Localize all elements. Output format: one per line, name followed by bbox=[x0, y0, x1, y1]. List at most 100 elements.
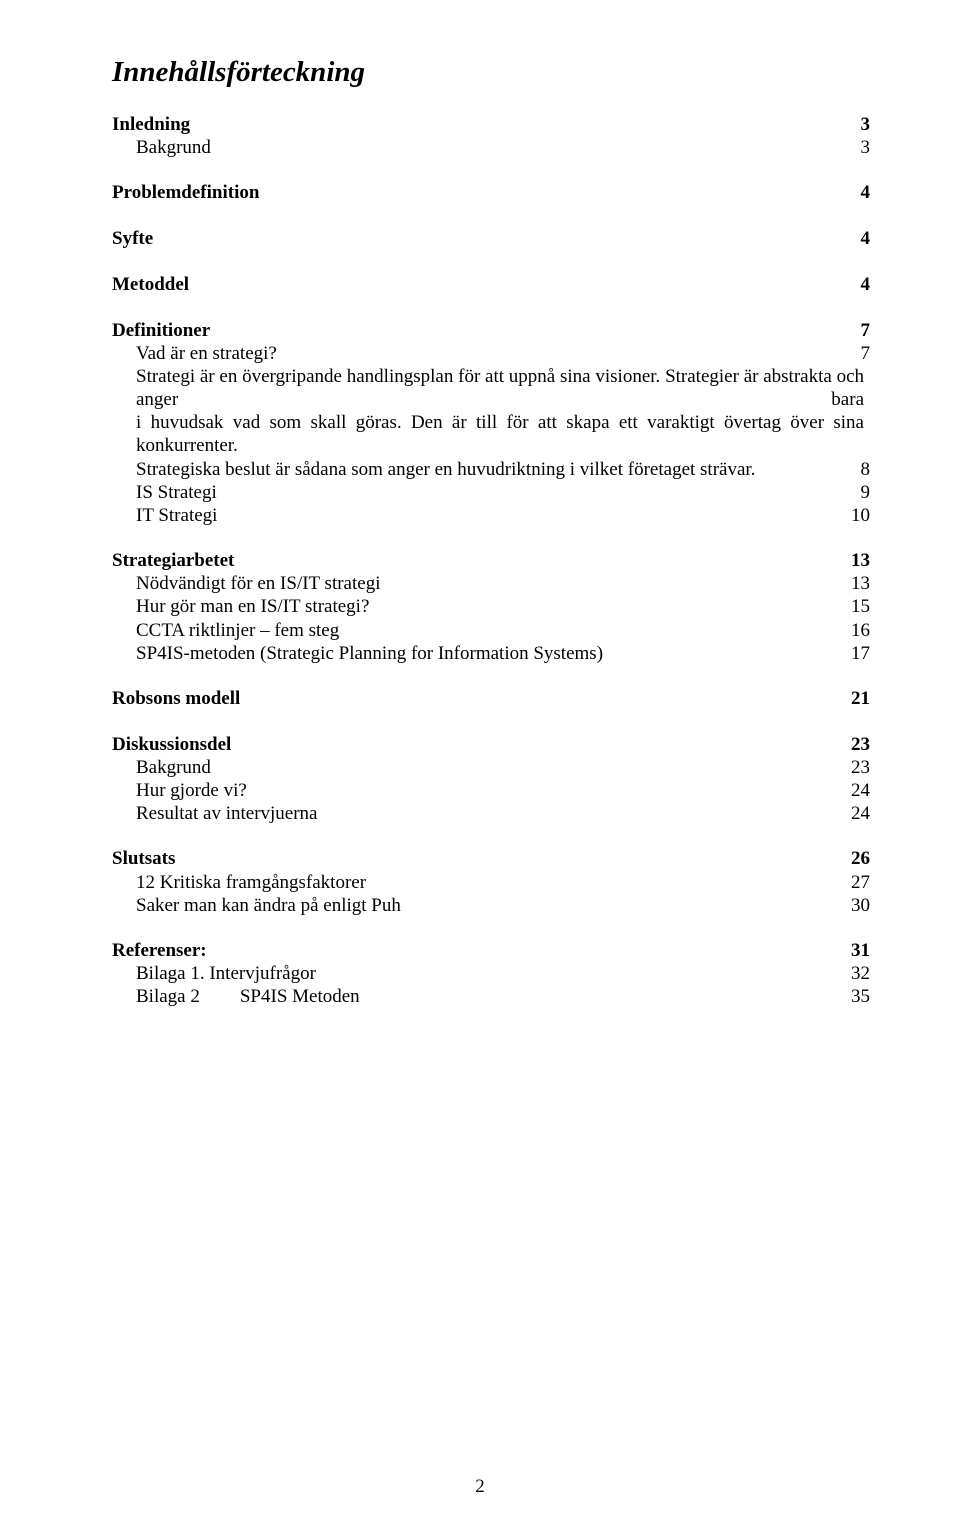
sub-label: Nödvändigt för en IS/IT strategi bbox=[136, 572, 839, 595]
sub-page: 23 bbox=[851, 756, 870, 779]
sub-label: Saker man kan ändra på enligt Puh bbox=[136, 894, 839, 917]
toc-sub-row: SP4IS-metoden (Strategic Planning for In… bbox=[112, 642, 870, 665]
sub-label: Vad är en strategi? bbox=[136, 342, 849, 365]
heading-page: 4 bbox=[861, 273, 871, 297]
section-robsons: Robsons modell 21 bbox=[112, 687, 870, 711]
toc-sub-row: Bilaga 1. Intervjufrågor 32 bbox=[112, 962, 870, 985]
toc-heading-row: Slutsats 26 bbox=[112, 847, 870, 870]
toc-title: Innehållsförteckning bbox=[112, 56, 870, 89]
section-definitioner: Definitioner 7 Vad är en strategi? 7 Str… bbox=[112, 319, 870, 528]
sub-page: 24 bbox=[851, 779, 870, 802]
heading-page: 13 bbox=[851, 549, 870, 572]
heading-label: Problemdefinition bbox=[112, 181, 849, 205]
sub-page: 15 bbox=[851, 595, 870, 618]
prose-fragment: i huvudsak vad som skall göras. bbox=[136, 412, 402, 433]
heading-label: Metoddel bbox=[112, 273, 849, 297]
toc-heading-row: Syfte 4 bbox=[112, 227, 870, 251]
section-metoddel: Metoddel 4 bbox=[112, 273, 870, 297]
toc-sub-row: Hur gjorde vi? 24 bbox=[112, 779, 870, 802]
definition-prose: Strategi är en övergripande handlingspla… bbox=[112, 365, 870, 481]
sub-page: 9 bbox=[861, 481, 871, 504]
sub-page: 8 bbox=[861, 458, 871, 481]
prose-fragment: Strategi är en övergripande handlingspla… bbox=[136, 366, 660, 387]
sub-label: Hur gjorde vi? bbox=[136, 779, 839, 802]
toc-sub-row: Vad är en strategi? 7 bbox=[112, 342, 870, 365]
toc-heading-row: Referenser: 31 bbox=[112, 939, 870, 962]
heading-label: Definitioner bbox=[112, 319, 849, 342]
toc-sub-row: IT Strategi 10 bbox=[112, 504, 870, 527]
section-slutsats: Slutsats 26 12 Kritiska framgångsfaktore… bbox=[112, 847, 870, 917]
heading-page: 23 bbox=[851, 733, 870, 756]
heading-page: 7 bbox=[861, 319, 871, 342]
prose-text: Strategiska beslut är sådana som anger e… bbox=[136, 458, 861, 481]
toc-heading-row: Strategiarbetet 13 bbox=[112, 549, 870, 572]
sub-label: 12 Kritiska framgångsfaktorer bbox=[136, 871, 839, 894]
section-strategiarbetet: Strategiarbetet 13 Nödvändigt för en IS/… bbox=[112, 549, 870, 665]
bilaga-prefix: Bilaga 2 bbox=[136, 986, 200, 1007]
sub-label: Hur gör man en IS/IT strategi? bbox=[136, 595, 839, 618]
toc-sub-row: IS Strategi 9 bbox=[112, 481, 870, 504]
toc-sub-row: Bakgrund 23 bbox=[112, 756, 870, 779]
heading-page: 31 bbox=[851, 939, 870, 962]
heading-page: 4 bbox=[861, 181, 871, 205]
heading-page: 3 bbox=[861, 113, 871, 136]
sub-label: Bilaga 2 SP4IS Metoden bbox=[136, 985, 839, 1008]
sub-page: 16 bbox=[851, 619, 870, 642]
sub-label: IT Strategi bbox=[136, 504, 839, 527]
sub-label: IS Strategi bbox=[136, 481, 849, 504]
sub-label: Bakgrund bbox=[136, 756, 839, 779]
sub-label: CCTA riktlinjer – fem steg bbox=[136, 619, 839, 642]
sub-label: Resultat av intervjuerna bbox=[136, 802, 839, 825]
sub-page: 27 bbox=[851, 871, 870, 894]
toc-heading-row: Definitioner 7 bbox=[112, 319, 870, 342]
sub-page: 35 bbox=[851, 985, 870, 1008]
bilaga-title: SP4IS Metoden bbox=[240, 986, 360, 1007]
prose-text: Strategi är en övergripande handlingspla… bbox=[136, 365, 870, 411]
sub-page: 3 bbox=[861, 136, 871, 159]
section-diskussionsdel: Diskussionsdel 23 Bakgrund 23 Hur gjorde… bbox=[112, 733, 870, 826]
heading-page: 21 bbox=[851, 687, 870, 711]
toc-sub-row: CCTA riktlinjer – fem steg 16 bbox=[112, 619, 870, 642]
toc-sub-row: Saker man kan ändra på enligt Puh 30 bbox=[112, 894, 870, 917]
heading-label: Inledning bbox=[112, 113, 849, 136]
heading-label: Slutsats bbox=[112, 847, 839, 870]
sub-page: 24 bbox=[851, 802, 870, 825]
prose-line: Strategi är en övergripande handlingspla… bbox=[136, 365, 870, 411]
toc-heading-row: Metoddel 4 bbox=[112, 273, 870, 297]
heading-label: Diskussionsdel bbox=[112, 733, 839, 756]
toc-sub-row: Hur gör man en IS/IT strategi? 15 bbox=[112, 595, 870, 618]
toc-heading-row: Diskussionsdel 23 bbox=[112, 733, 870, 756]
page: Innehållsförteckning Inledning 3 Bakgrun… bbox=[0, 0, 960, 1534]
prose-line: Strategiska beslut är sådana som anger e… bbox=[136, 458, 870, 481]
toc-sub-row: Resultat av intervjuerna 24 bbox=[112, 802, 870, 825]
heading-label: Strategiarbetet bbox=[112, 549, 839, 572]
sub-page: 13 bbox=[851, 572, 870, 595]
toc-heading-row: Robsons modell 21 bbox=[112, 687, 870, 711]
sub-page: 30 bbox=[851, 894, 870, 917]
sub-page: 10 bbox=[851, 504, 870, 527]
section-inledning: Inledning 3 Bakgrund 3 bbox=[112, 113, 870, 159]
toc-heading-row: Problemdefinition 4 bbox=[112, 181, 870, 205]
sub-label: Bakgrund bbox=[136, 136, 849, 159]
heading-page: 4 bbox=[861, 227, 871, 251]
heading-label: Syfte bbox=[112, 227, 849, 251]
prose-line: i huvudsak vad som skall göras. Den är t… bbox=[136, 411, 870, 457]
section-referenser: Referenser: 31 Bilaga 1. Intervjufrågor … bbox=[112, 939, 870, 1009]
toc-sub-row: Nödvändigt för en IS/IT strategi 13 bbox=[112, 572, 870, 595]
toc-heading-row: Inledning 3 bbox=[112, 113, 870, 136]
sub-page: 32 bbox=[851, 962, 870, 985]
sub-page: 7 bbox=[861, 342, 871, 365]
sub-label: Bilaga 1. Intervjufrågor bbox=[136, 962, 839, 985]
section-syfte: Syfte 4 bbox=[112, 227, 870, 251]
prose-text: i huvudsak vad som skall göras. Den är t… bbox=[136, 411, 870, 457]
heading-page: 26 bbox=[851, 847, 870, 870]
toc-sub-row: Bakgrund 3 bbox=[112, 136, 870, 159]
heading-label: Robsons modell bbox=[112, 687, 839, 711]
section-problemdefinition: Problemdefinition 4 bbox=[112, 181, 870, 205]
sub-label: SP4IS-metoden (Strategic Planning for In… bbox=[136, 642, 839, 665]
page-number: 2 bbox=[0, 1476, 960, 1498]
toc-sub-row: 12 Kritiska framgångsfaktorer 27 bbox=[112, 871, 870, 894]
sub-page: 17 bbox=[851, 642, 870, 665]
toc-sub-row: Bilaga 2 SP4IS Metoden 35 bbox=[112, 985, 870, 1008]
heading-label: Referenser: bbox=[112, 939, 839, 962]
